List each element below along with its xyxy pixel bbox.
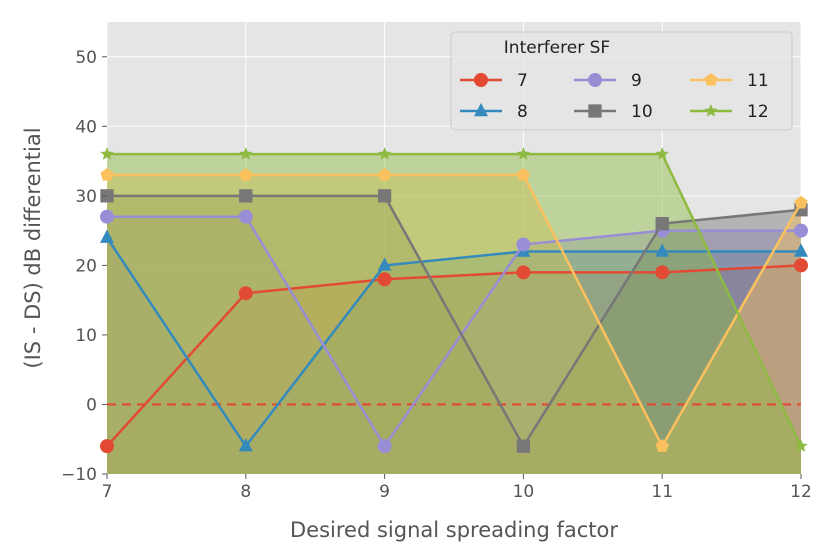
x-axis-label: Desired signal spreading factor xyxy=(290,518,618,542)
y-tick-label: 0 xyxy=(86,395,97,415)
y-tick-label: −10 xyxy=(61,465,97,485)
data-point-sf9 xyxy=(100,209,114,224)
data-point-sf8 xyxy=(655,243,670,257)
data-point-sf12 xyxy=(655,147,669,160)
data-point-sf12 xyxy=(377,147,392,160)
data-point-sf11 xyxy=(377,167,392,181)
y-tick-label: 20 xyxy=(75,256,97,276)
data-point-sf10 xyxy=(239,189,253,203)
x-tick-label: 10 xyxy=(513,482,535,502)
x-tick-label: 12 xyxy=(790,482,812,502)
series-fill-7 xyxy=(107,265,801,474)
legend-title: Interferer SF xyxy=(504,38,610,58)
data-point-sf11 xyxy=(655,439,669,452)
data-point-sf12 xyxy=(794,439,808,452)
data-point-sf11 xyxy=(516,167,531,181)
data-point-sf12 xyxy=(100,147,114,160)
data-point-sf9 xyxy=(794,223,808,238)
legend-label-9: 9 xyxy=(631,71,642,91)
legend-marker-8 xyxy=(474,102,488,117)
legend-marker-11 xyxy=(704,73,718,86)
series-line-7 xyxy=(106,264,802,448)
series-fill-8 xyxy=(107,237,801,474)
legend-marker-9 xyxy=(588,73,602,87)
legend-marker-10 xyxy=(588,104,602,118)
data-point-sf8 xyxy=(238,438,253,452)
axes: 7 8 9 10 11 12 −10 0 10 20 30 40 50 xyxy=(61,48,812,502)
y-axis-label: (IS - DS) dB differential xyxy=(21,127,45,368)
x-tick-label: 11 xyxy=(651,482,673,502)
data-point-sf8 xyxy=(377,257,392,271)
series-line-8 xyxy=(105,236,801,449)
legend-label-12: 12 xyxy=(747,102,769,122)
legend: Interferer SF 7 8 9 10 11 12 xyxy=(450,31,793,131)
legend-label-7: 7 xyxy=(517,71,528,91)
data-point-sf12 xyxy=(516,147,531,160)
y-tick-label: 40 xyxy=(75,117,97,137)
data-point-sf7 xyxy=(516,265,531,280)
data-point-sf11 xyxy=(794,195,808,209)
data-point-sf10 xyxy=(377,189,392,203)
data-point-sf7 xyxy=(655,265,670,280)
legend-label-10: 10 xyxy=(631,102,653,122)
data-point-sf7 xyxy=(238,286,253,301)
data-point-sf7 xyxy=(100,439,114,454)
series-line-10 xyxy=(107,194,802,449)
data-point-sf8 xyxy=(794,243,808,257)
x-tick-label: 7 xyxy=(102,482,113,502)
data-point-sf8 xyxy=(100,229,114,243)
y-tick-label: 10 xyxy=(75,326,97,346)
legend-marker-12 xyxy=(704,104,718,117)
data-point-sf9 xyxy=(516,237,531,252)
series-line-12 xyxy=(107,152,803,447)
data-point-sf11 xyxy=(239,167,253,181)
data-point-sf12 xyxy=(239,147,253,160)
series-line-9 xyxy=(107,215,801,449)
data-point-sf9 xyxy=(238,209,253,224)
data-point-sf7 xyxy=(794,258,808,273)
legend-marker-7 xyxy=(474,73,488,87)
data-point-sf10 xyxy=(516,439,531,453)
data-point-sf9 xyxy=(377,439,392,454)
y-tick-label: 30 xyxy=(75,187,97,207)
legend-label-11: 11 xyxy=(747,71,769,91)
data-point-sf11 xyxy=(100,167,114,181)
x-tick-label: 8 xyxy=(240,482,251,502)
x-tick-label: 9 xyxy=(379,482,390,502)
plot-area xyxy=(100,22,808,475)
data-point-sf7 xyxy=(377,272,392,287)
data-point-sf10 xyxy=(655,217,669,231)
legend-box xyxy=(450,31,793,131)
y-tick-label: 50 xyxy=(75,48,97,68)
legend-label-8: 8 xyxy=(517,102,528,122)
series-line-11 xyxy=(107,173,803,449)
